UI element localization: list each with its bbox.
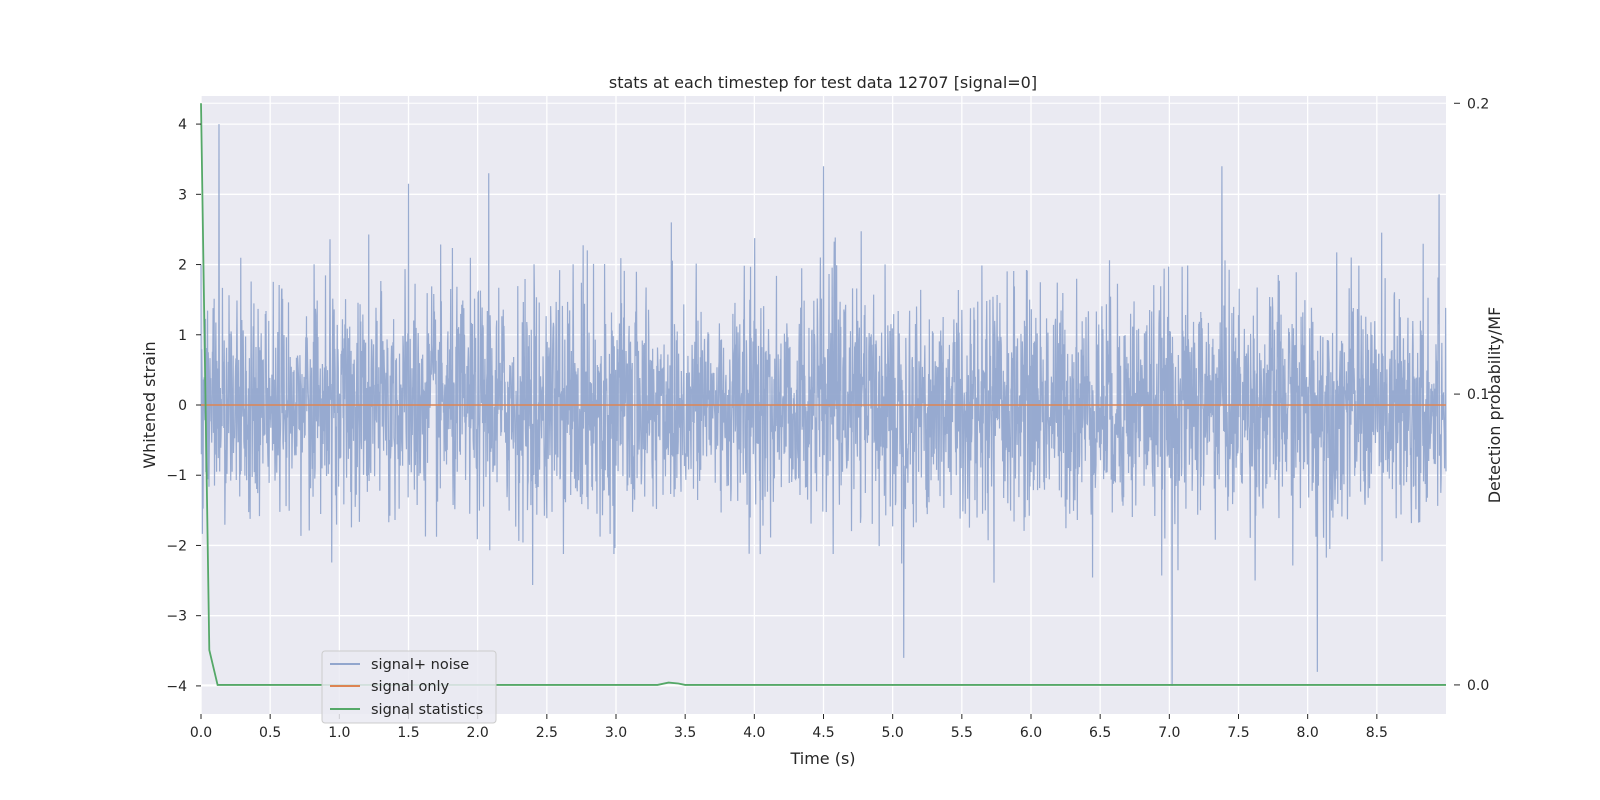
series-lines	[200, 103, 1446, 686]
y2-axis-label: Detection probability/MF	[1485, 307, 1504, 504]
legend-label-signal-statistics: signal statistics	[371, 702, 483, 718]
x-tick-label: 0.0	[190, 725, 212, 741]
y-tick-label: −1	[166, 468, 187, 484]
legend-label-signal-noise: signal+ noise	[371, 657, 469, 673]
y-tick-label: 3	[178, 187, 187, 203]
y-tick-label: −4	[166, 679, 187, 695]
x-tick-label: 7.0	[1158, 725, 1180, 741]
x-tick-label: 1.5	[397, 725, 419, 741]
legend: signal+ noise signal only signal statist…	[321, 650, 497, 724]
y-tick-label: 1	[178, 328, 187, 344]
y-tick-label: 4	[178, 117, 187, 133]
x-tick-label: 5.5	[951, 725, 973, 741]
x-tick-label: 3.0	[605, 725, 627, 741]
y-tick-label: −3	[166, 609, 187, 625]
x-tick-label: 0.5	[259, 725, 281, 741]
y2-tick-label: 0.0	[1467, 678, 1489, 694]
x-tick-label: 8.5	[1366, 725, 1388, 741]
noise-series	[200, 124, 1447, 686]
y-tick-label: 2	[178, 258, 187, 274]
legend-label-signal-only: signal only	[371, 679, 450, 695]
legend-box	[321, 650, 497, 724]
x-tick-label: 4.5	[812, 725, 834, 741]
y-axis: 4 3 2 1 0 −1 −2 −3 −4	[166, 117, 201, 695]
x-tick-label: 5.0	[882, 725, 904, 741]
x-tick-label: 3.5	[674, 725, 696, 741]
x-axis-label: Time (s)	[789, 749, 855, 768]
y-tick-label: −2	[166, 538, 187, 554]
x-tick-label: 4.0	[743, 725, 765, 741]
series-signal-statistics	[200, 103, 1446, 686]
x-tick-label: 2.5	[536, 725, 558, 741]
x-tick-label: 7.5	[1227, 725, 1249, 741]
chart-title: stats at each timestep for test data 127…	[609, 73, 1037, 92]
y2-tick-label: 0.2	[1467, 96, 1489, 112]
series-signal-noise	[200, 124, 1447, 686]
y2-axis: 0.2 0.1 0.0	[1454, 96, 1489, 694]
x-tick-label: 2.0	[467, 725, 489, 741]
x-tick-label: 8.0	[1297, 725, 1319, 741]
x-tick-label: 1.0	[328, 725, 350, 741]
x-tick-label: 6.0	[1020, 725, 1042, 741]
y-tick-label: 0	[178, 398, 187, 414]
x-axis: 0.0 0.5 1.0 1.5 2.0 2.5 3.0 3.5 4.0 4.5 5.0 5.5 6.0 6…	[190, 714, 1388, 741]
y-axis-label: Whitened strain	[140, 341, 159, 468]
x-tick-label: 6.5	[1089, 725, 1111, 741]
y2-tick-label: 0.1	[1467, 387, 1489, 403]
